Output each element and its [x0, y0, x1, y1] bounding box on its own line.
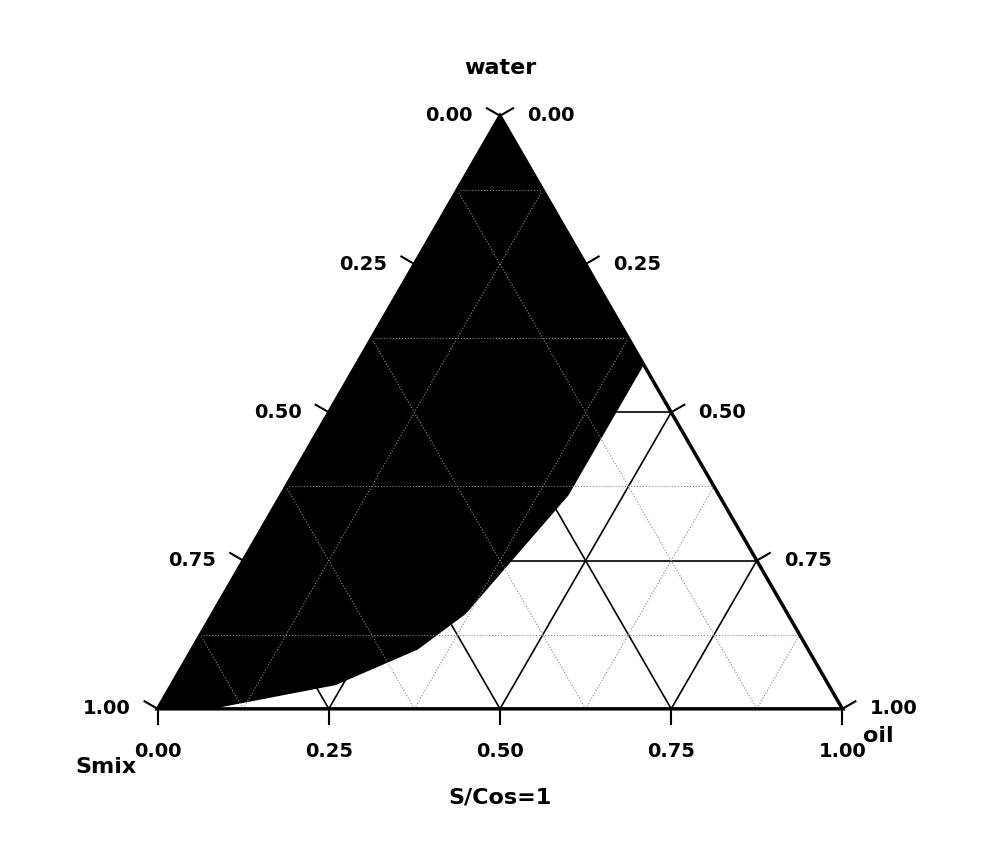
- Text: S/Cos=1: S/Cos=1: [448, 787, 552, 808]
- Text: 0.50: 0.50: [254, 403, 301, 422]
- Text: 0.50: 0.50: [476, 742, 524, 761]
- Text: 1.00: 1.00: [82, 699, 130, 718]
- Text: 1.00: 1.00: [870, 699, 918, 718]
- Text: 0.75: 0.75: [647, 742, 695, 761]
- Text: oil: oil: [863, 726, 894, 746]
- Text: 0.00: 0.00: [134, 742, 181, 761]
- Text: 0.25: 0.25: [339, 255, 387, 273]
- Text: 0.50: 0.50: [699, 403, 746, 422]
- Text: 0.25: 0.25: [613, 255, 661, 273]
- Text: 0.00: 0.00: [425, 106, 473, 125]
- Text: water: water: [464, 58, 536, 78]
- Polygon shape: [158, 116, 644, 709]
- Text: 0.75: 0.75: [784, 551, 832, 570]
- Text: 1.00: 1.00: [819, 742, 866, 761]
- Text: 0.75: 0.75: [168, 551, 216, 570]
- Text: Smix: Smix: [76, 757, 137, 777]
- Text: 0.25: 0.25: [305, 742, 353, 761]
- Text: 0.00: 0.00: [527, 106, 575, 125]
